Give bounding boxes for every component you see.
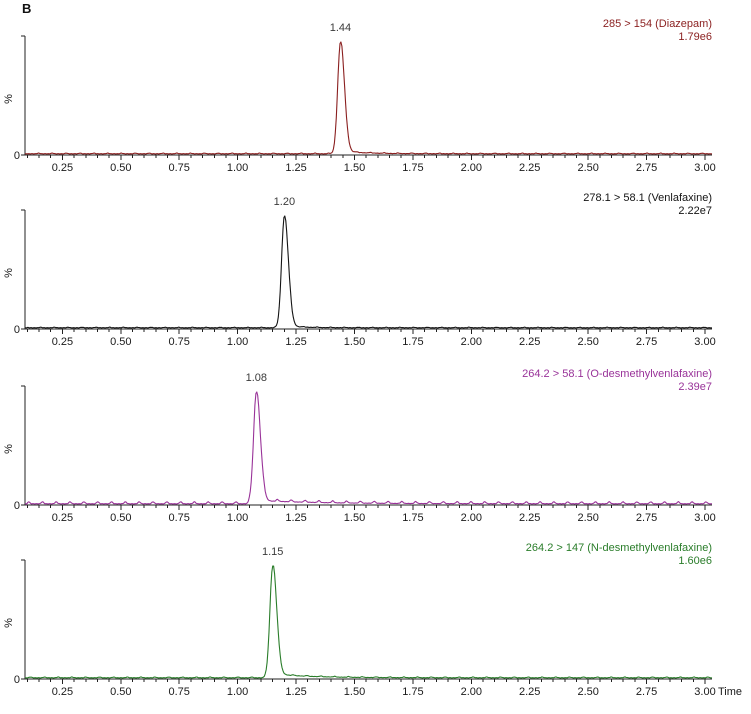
svg-text:2.75: 2.75 [636, 162, 657, 174]
svg-text:2.50: 2.50 [577, 336, 598, 348]
figure-label: B [22, 1, 32, 16]
trace-meta: 264.2 > 147 (N-desmethylvenlafaxine) 1.6… [526, 542, 712, 568]
svg-text:1.75: 1.75 [402, 336, 423, 348]
svg-text:1.25: 1.25 [285, 336, 306, 348]
chromatogram-plot-venlafaxine: 0.25 0.50 0.75 1.00 1.25 1.50 1.75 2.00 2.25 2.50… [3, 209, 716, 348]
svg-text:1.50: 1.50 [344, 162, 365, 174]
peak-retention-time-label: 1.08 [245, 372, 268, 384]
svg-text:2.50: 2.50 [577, 686, 598, 698]
intensity-label: 2.39e7 [678, 381, 712, 393]
svg-text:2.25: 2.25 [519, 686, 540, 698]
trace-meta: 264.2 > 58.1 (O-desmethylvenlafaxine) 2.… [522, 368, 712, 394]
svg-text:3.00: 3.00 [694, 336, 715, 348]
svg-text:0.25: 0.25 [52, 512, 73, 524]
svg-text:1.75: 1.75 [402, 162, 423, 174]
svg-text:Time: Time [718, 686, 742, 698]
svg-text:%: % [3, 618, 15, 628]
svg-text:1.25: 1.25 [285, 512, 306, 524]
svg-text:1.00: 1.00 [227, 162, 248, 174]
svg-text:0.50: 0.50 [110, 686, 131, 698]
svg-text:%: % [3, 268, 15, 278]
svg-text:0.50: 0.50 [110, 336, 131, 348]
svg-text:0.50: 0.50 [110, 512, 131, 524]
svg-text:0: 0 [14, 500, 20, 512]
svg-text:0.75: 0.75 [168, 336, 189, 348]
chromatogram-plot-o-desmethylvenlafaxine: 0.25 0.50 0.75 1.00 1.25 1.50 1.75 2.00 2.25 2.50… [3, 385, 716, 524]
svg-text:1.25: 1.25 [285, 162, 306, 174]
svg-text:2.00: 2.00 [461, 336, 482, 348]
svg-text:2.25: 2.25 [519, 512, 540, 524]
svg-text:0.75: 0.75 [168, 512, 189, 524]
svg-text:1.00: 1.00 [227, 686, 248, 698]
peak-retention-time-label: 1.15 [261, 546, 284, 558]
svg-text:0.50: 0.50 [110, 162, 131, 174]
svg-text:1.50: 1.50 [344, 686, 365, 698]
chromatogram-panel-n-desmethylvenlafaxine: 0.25 0.50 0.75 1.00 1.25 1.50 1.75 2.00 2.25 2.50… [0, 538, 751, 711]
svg-text:%: % [3, 94, 15, 104]
transition-label: 264.2 > 58.1 (O-desmethylvenlafaxine) [522, 368, 712, 380]
svg-text:1.50: 1.50 [344, 336, 365, 348]
svg-text:0.75: 0.75 [168, 686, 189, 698]
svg-text:0.75: 0.75 [168, 162, 189, 174]
svg-text:0: 0 [14, 324, 20, 336]
intensity-label: 1.79e6 [678, 31, 712, 43]
chromatogram-panel-venlafaxine: 0.25 0.50 0.75 1.00 1.25 1.50 1.75 2.00 2.25 2.50… [0, 188, 751, 361]
svg-text:2.50: 2.50 [577, 512, 598, 524]
chromatogram-plot-diazepam: 0.25 0.50 0.75 1.00 1.25 1.50 1.75 2.00 2.25 2.50… [3, 35, 716, 174]
intensity-label: 2.22e7 [678, 205, 712, 217]
peak-retention-time-label: 1.20 [273, 196, 296, 208]
svg-text:2.25: 2.25 [519, 336, 540, 348]
svg-text:2.00: 2.00 [461, 162, 482, 174]
peak-retention-time-label: 1.44 [329, 22, 352, 34]
svg-text:2.25: 2.25 [519, 162, 540, 174]
svg-text:2.75: 2.75 [636, 512, 657, 524]
transition-label: 264.2 > 147 (N-desmethylvenlafaxine) [525, 542, 712, 554]
transition-label: 285 > 154 (Diazepam) [602, 18, 712, 30]
intensity-label: 1.60e6 [678, 555, 712, 567]
svg-text:0: 0 [14, 674, 20, 686]
svg-text:0: 0 [14, 150, 20, 162]
transition-label: 278.1 > 58.1 (Venlafaxine) [583, 192, 712, 204]
svg-text:1.00: 1.00 [227, 336, 248, 348]
svg-text:%: % [3, 444, 15, 454]
chromatogram-plot-n-desmethylvenlafaxine: 0.25 0.50 0.75 1.00 1.25 1.50 1.75 2.00 2.25 2.50… [3, 559, 742, 698]
chromatogram-panel-o-desmethylvenlafaxine: 0.25 0.50 0.75 1.00 1.25 1.50 1.75 2.00 2.25 2.50… [0, 364, 751, 537]
svg-text:2.75: 2.75 [636, 336, 657, 348]
svg-text:0.25: 0.25 [52, 162, 73, 174]
svg-text:2.75: 2.75 [636, 686, 657, 698]
svg-text:2.00: 2.00 [461, 686, 482, 698]
svg-text:3.00: 3.00 [694, 686, 715, 698]
trace-meta: 278.1 > 58.1 (Venlafaxine) 2.22e7 [583, 192, 712, 218]
svg-text:2.50: 2.50 [577, 162, 598, 174]
svg-text:1.25: 1.25 [285, 686, 306, 698]
svg-text:2.00: 2.00 [461, 512, 482, 524]
trace-meta: 285 > 154 (Diazepam) 1.79e6 [603, 18, 712, 44]
svg-text:1.75: 1.75 [402, 686, 423, 698]
svg-text:1.50: 1.50 [344, 512, 365, 524]
svg-text:0.25: 0.25 [52, 336, 73, 348]
svg-text:1.75: 1.75 [402, 512, 423, 524]
svg-text:0.25: 0.25 [52, 686, 73, 698]
chromatogram-panel-diazepam: 0.25 0.50 0.75 1.00 1.25 1.50 1.75 2.00 2.25 2.50… [0, 14, 751, 187]
svg-text:1.00: 1.00 [227, 512, 248, 524]
svg-text:3.00: 3.00 [694, 162, 715, 174]
svg-text:3.00: 3.00 [694, 512, 715, 524]
